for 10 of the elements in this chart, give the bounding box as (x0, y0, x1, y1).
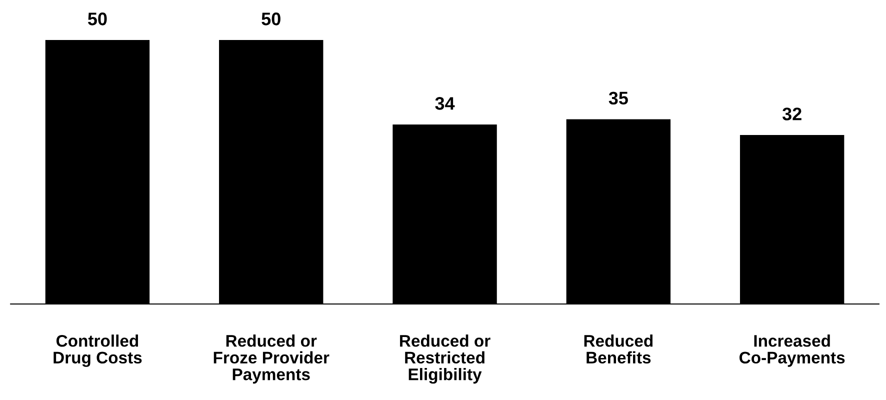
x-tick-label: Controlled Drug Costs (54, 334, 142, 367)
x-tick-label: Reduced Benefits (584, 334, 653, 364)
data-label: 50 (262, 12, 280, 26)
data-label: 35 (608, 92, 628, 105)
x-tick-label: Increased Co-Payments (740, 334, 845, 367)
data-label: 32 (782, 108, 802, 120)
x-tick-label: Reduced or Froze Provider Payments (214, 334, 330, 384)
data-label: 34 (435, 97, 455, 110)
x-tick-label: Reduced or Restricted Eligibility (400, 334, 490, 384)
data-label: 50 (88, 12, 107, 26)
